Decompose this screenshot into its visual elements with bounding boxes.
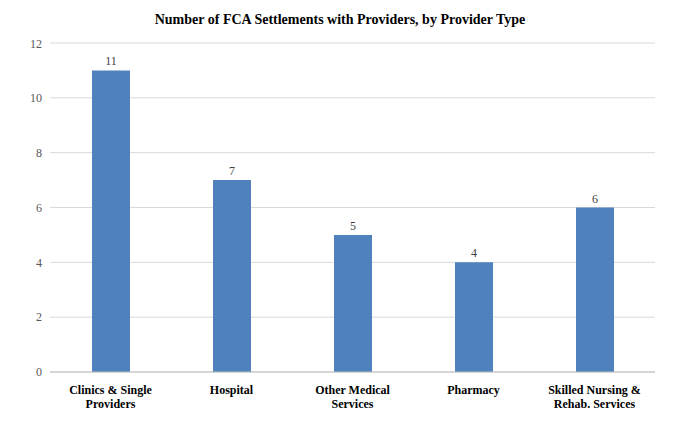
svg-text:4: 4 bbox=[471, 246, 477, 260]
svg-text:Pharmacy: Pharmacy bbox=[447, 383, 500, 397]
svg-text:11: 11 bbox=[105, 54, 117, 68]
svg-text:Other Medical: Other Medical bbox=[315, 383, 390, 397]
svg-text:10: 10 bbox=[30, 91, 42, 105]
svg-text:Rehab. Services: Rehab. Services bbox=[554, 397, 636, 411]
svg-text:Clinics & Single: Clinics & Single bbox=[69, 383, 152, 397]
html-text:Number of FCA Settlements with: Number of FCA Settlements with Providers… bbox=[154, 12, 526, 27]
svg-text:Services: Services bbox=[332, 397, 374, 411]
svg-text:8: 8 bbox=[36, 146, 42, 160]
svg-text:12: 12 bbox=[30, 37, 42, 51]
svg-text:Skilled Nursing &: Skilled Nursing & bbox=[548, 383, 641, 397]
svg-text:6: 6 bbox=[592, 192, 598, 206]
svg-text:7: 7 bbox=[229, 164, 235, 178]
svg-text:Hospital: Hospital bbox=[210, 383, 254, 397]
svg-text:6: 6 bbox=[36, 201, 42, 215]
svg-text:2: 2 bbox=[36, 310, 42, 324]
svg-text:Providers: Providers bbox=[86, 397, 136, 411]
svg-text:0: 0 bbox=[36, 365, 42, 379]
svg-text:5: 5 bbox=[350, 219, 356, 233]
svg-text:4: 4 bbox=[36, 256, 42, 270]
